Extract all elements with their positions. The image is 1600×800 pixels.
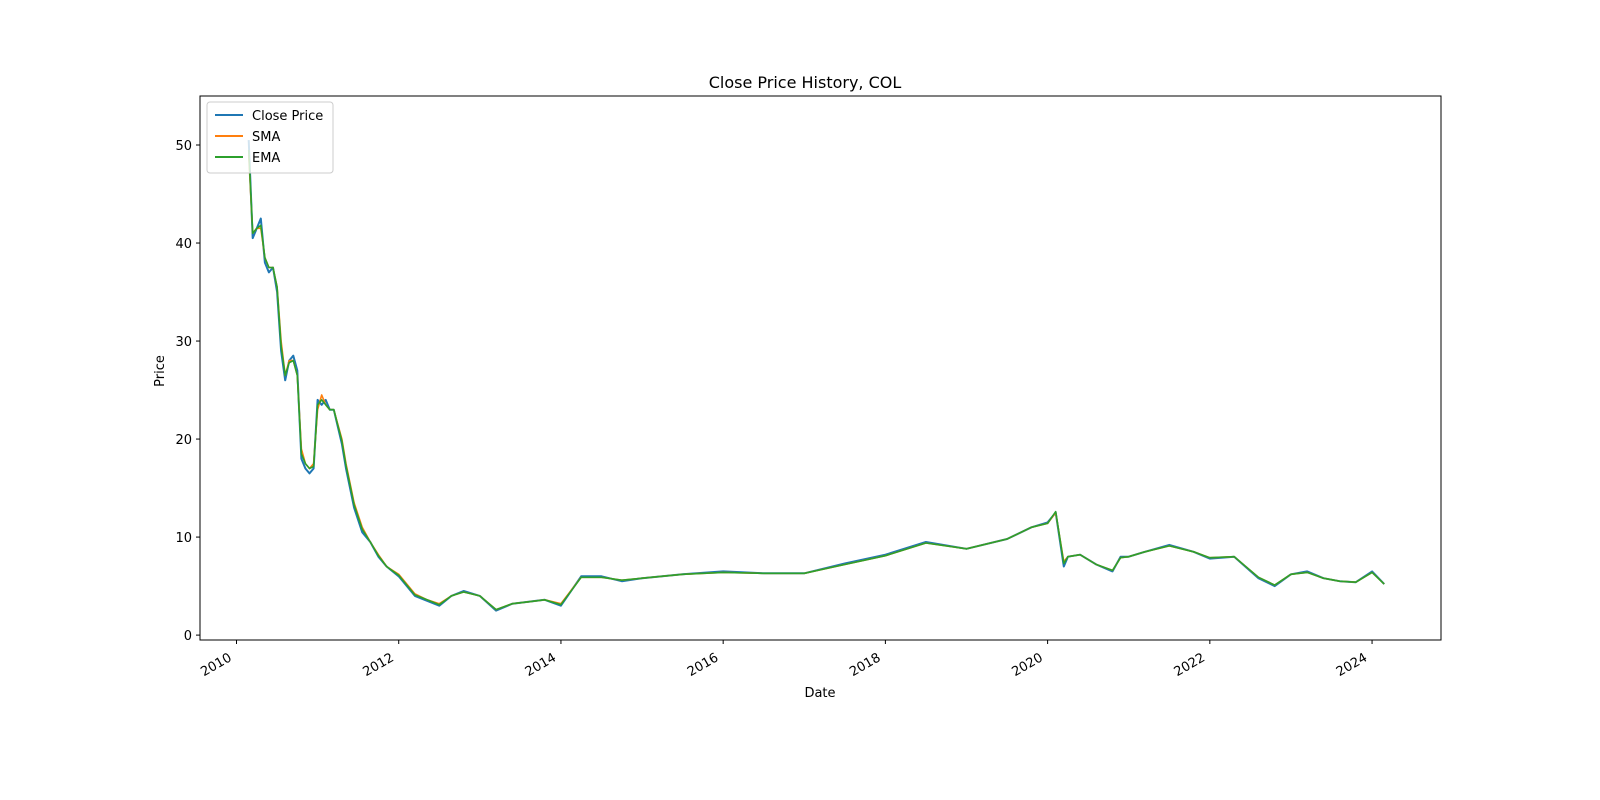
series-layer (247, 140, 1385, 612)
series-line-ema (247, 149, 1385, 611)
legend-label-close-price: Close Price (252, 109, 323, 124)
x-tick-label: 2014 (523, 650, 559, 680)
x-tick-label: 2020 (1009, 650, 1045, 680)
series-line-close-price (247, 140, 1385, 612)
chart-title: Close Price History, COL (709, 73, 902, 92)
y-axis: 0 10 20 30 40 50 (175, 139, 200, 644)
y-tick-label: 40 (175, 237, 192, 252)
y-tick-label: 10 (175, 531, 192, 546)
legend: Close Price SMA EMA (206, 101, 334, 174)
legend-box (206, 101, 334, 174)
plot-area (199, 95, 1442, 641)
y-tick-label: 20 (175, 433, 192, 448)
x-tick-label: 2016 (685, 650, 721, 680)
x-tick-label: 2018 (847, 650, 883, 680)
y-tick-label: 30 (175, 335, 192, 350)
x-axis: 2010 2012 2014 2016 2018 2020 2022 2024 (198, 640, 1373, 680)
x-tick-label: 2022 (1172, 650, 1208, 680)
x-tick-label: 2012 (361, 650, 397, 680)
x-tick-label: 2024 (1334, 650, 1370, 680)
legend-label-ema: EMA (252, 151, 280, 166)
y-axis-label: Price (153, 355, 168, 387)
series-line-sma (247, 154, 1385, 611)
y-tick-label: 0 (184, 629, 192, 644)
x-tick-label: 2010 (198, 650, 234, 680)
legend-label-sma: SMA (252, 130, 280, 145)
x-axis-label: Date (804, 686, 835, 701)
y-tick-label: 50 (175, 139, 192, 154)
